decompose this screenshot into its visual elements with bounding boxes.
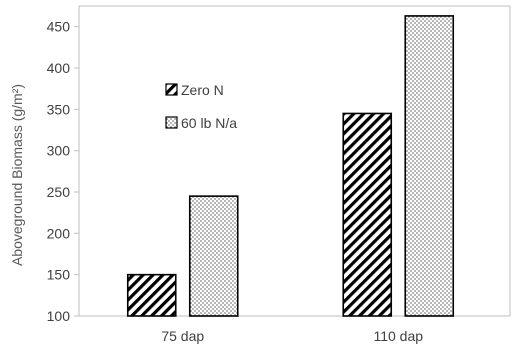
x-axis: 75 dap 110 dap <box>161 328 423 344</box>
bar-60-lb-n-a-110-dap <box>404 15 455 317</box>
y-axis-title: Aboveground Biomass (g/m²) <box>9 84 25 266</box>
y-axis: 100 150 200 250 300 350 400 450 <box>47 19 79 324</box>
y-tick-label: 300 <box>47 143 71 159</box>
y-tick-label: 100 <box>47 308 71 324</box>
y-tick-label: 200 <box>47 225 71 241</box>
x-tick-label: 110 dap <box>373 328 423 344</box>
bars <box>126 15 455 317</box>
y-tick-label: 400 <box>47 60 71 76</box>
legend-label-60-lb-n: 60 lb N/a <box>181 115 237 131</box>
legend-label-zero-n: Zero N <box>181 82 224 98</box>
x-tick-label: 75 dap <box>161 328 204 344</box>
legend-swatch-zero-n <box>165 83 178 96</box>
legend: Zero N 60 lb N/a <box>165 82 237 131</box>
bar-zero-n-75-dap <box>126 273 177 317</box>
y-tick-label: 150 <box>47 267 71 283</box>
bar-zero-n-110-dap <box>342 112 393 317</box>
y-tick-label: 250 <box>47 184 71 200</box>
bar-60-lb-n-a-75-dap <box>188 195 239 317</box>
y-tick-label: 350 <box>47 101 71 117</box>
y-tick-label: 450 <box>47 19 71 35</box>
legend-swatch-60-lb-n <box>165 116 178 129</box>
